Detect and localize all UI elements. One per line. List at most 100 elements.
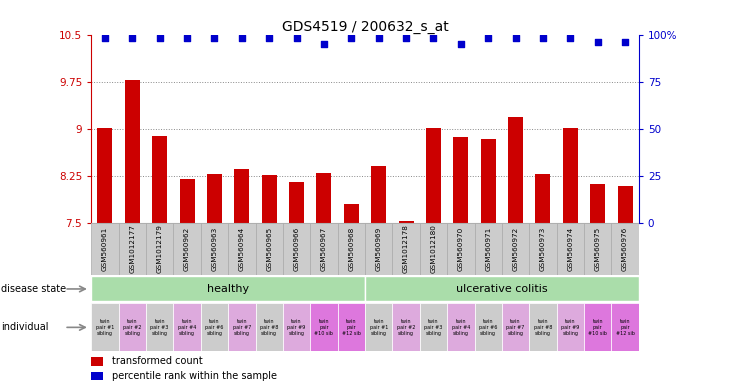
Bar xyxy=(344,204,359,223)
Bar xyxy=(447,223,474,275)
Bar xyxy=(255,303,283,351)
Point xyxy=(400,35,412,41)
Text: GSM1012177: GSM1012177 xyxy=(129,224,135,273)
Bar xyxy=(426,128,441,223)
Bar xyxy=(393,223,420,275)
Text: GSM560961: GSM560961 xyxy=(102,227,108,271)
Bar xyxy=(234,169,250,223)
Point xyxy=(619,39,631,45)
Text: GSM1012178: GSM1012178 xyxy=(403,224,409,273)
Bar xyxy=(474,223,502,275)
Text: GSM560974: GSM560974 xyxy=(567,227,573,271)
Text: ulcerative colitis: ulcerative colitis xyxy=(456,284,548,294)
Bar xyxy=(618,186,633,223)
Bar xyxy=(152,136,167,223)
Bar xyxy=(118,223,146,275)
Text: GSM560962: GSM560962 xyxy=(184,227,190,271)
Text: GSM1012180: GSM1012180 xyxy=(431,224,437,273)
Bar xyxy=(529,223,556,275)
Text: twin
pair #6
sibling: twin pair #6 sibling xyxy=(479,319,497,336)
Text: transformed count: transformed count xyxy=(112,356,203,366)
Point xyxy=(126,35,138,41)
Bar xyxy=(174,223,201,275)
Text: twin
pair #3
sibling: twin pair #3 sibling xyxy=(424,319,442,336)
Text: twin
pair #9
sibling: twin pair #9 sibling xyxy=(561,319,580,336)
Bar xyxy=(399,222,414,223)
Text: disease state: disease state xyxy=(1,284,66,294)
Point xyxy=(537,35,549,41)
Bar xyxy=(420,303,447,351)
Bar xyxy=(228,223,255,275)
Bar xyxy=(201,303,228,351)
Bar xyxy=(474,303,502,351)
Text: GSM560972: GSM560972 xyxy=(512,227,518,271)
Bar xyxy=(584,303,612,351)
Bar xyxy=(508,118,523,223)
Text: healthy: healthy xyxy=(207,284,249,294)
Point xyxy=(455,41,466,47)
Title: GDS4519 / 200632_s_at: GDS4519 / 200632_s_at xyxy=(282,20,448,33)
Bar xyxy=(316,172,331,223)
Text: twin
pair
#12 sib: twin pair #12 sib xyxy=(615,319,634,336)
Point xyxy=(373,35,385,41)
Text: twin
pair #4
sibling: twin pair #4 sibling xyxy=(178,319,196,336)
Text: twin
pair #1
sibling: twin pair #1 sibling xyxy=(369,319,388,336)
Bar xyxy=(502,303,529,351)
Bar xyxy=(365,276,639,301)
Bar xyxy=(420,223,447,275)
Point xyxy=(345,35,357,41)
Bar xyxy=(612,303,639,351)
Text: GSM1012179: GSM1012179 xyxy=(157,224,163,273)
Bar xyxy=(535,174,550,223)
Bar xyxy=(207,174,222,223)
Bar xyxy=(556,223,584,275)
Bar xyxy=(563,128,578,223)
Bar xyxy=(529,303,556,351)
Bar xyxy=(261,175,277,223)
Bar xyxy=(590,184,605,223)
Point xyxy=(236,35,247,41)
Bar xyxy=(289,182,304,223)
Text: twin
pair
#10 sib: twin pair #10 sib xyxy=(315,319,334,336)
Text: GSM560967: GSM560967 xyxy=(321,227,327,271)
Bar xyxy=(255,223,283,275)
Point xyxy=(510,35,521,41)
Point xyxy=(592,39,604,45)
Bar xyxy=(91,223,118,275)
Point xyxy=(564,35,576,41)
Text: GSM560975: GSM560975 xyxy=(595,227,601,271)
Text: twin
pair
#10 sib: twin pair #10 sib xyxy=(588,319,607,336)
Text: GSM560970: GSM560970 xyxy=(458,227,464,271)
Text: GSM560968: GSM560968 xyxy=(348,227,354,271)
Text: twin
pair #1
sibling: twin pair #1 sibling xyxy=(96,319,114,336)
Bar xyxy=(228,303,255,351)
Text: twin
pair #7
sibling: twin pair #7 sibling xyxy=(233,319,251,336)
Bar xyxy=(365,223,393,275)
Bar xyxy=(371,166,386,223)
Bar xyxy=(393,303,420,351)
Bar xyxy=(91,303,118,351)
Bar xyxy=(337,223,365,275)
Bar xyxy=(453,137,469,223)
Text: GSM560964: GSM560964 xyxy=(239,227,245,271)
Text: twin
pair #3
sibling: twin pair #3 sibling xyxy=(150,319,169,336)
Bar xyxy=(283,223,310,275)
Text: twin
pair #8
sibling: twin pair #8 sibling xyxy=(260,319,278,336)
Bar xyxy=(337,303,365,351)
Bar xyxy=(118,303,146,351)
Bar xyxy=(91,276,365,301)
Text: GSM560971: GSM560971 xyxy=(485,227,491,271)
Bar xyxy=(146,223,174,275)
Bar xyxy=(125,80,140,223)
Bar xyxy=(502,223,529,275)
Point xyxy=(483,35,494,41)
Bar xyxy=(584,223,612,275)
Text: twin
pair #4
sibling: twin pair #4 sibling xyxy=(452,319,470,336)
Text: twin
pair #2
sibling: twin pair #2 sibling xyxy=(397,319,415,336)
Text: twin
pair
#12 sib: twin pair #12 sib xyxy=(342,319,361,336)
Text: GSM560976: GSM560976 xyxy=(622,227,628,271)
Point xyxy=(154,35,166,41)
Bar xyxy=(447,303,474,351)
Point xyxy=(264,35,275,41)
Text: GSM560973: GSM560973 xyxy=(540,227,546,271)
